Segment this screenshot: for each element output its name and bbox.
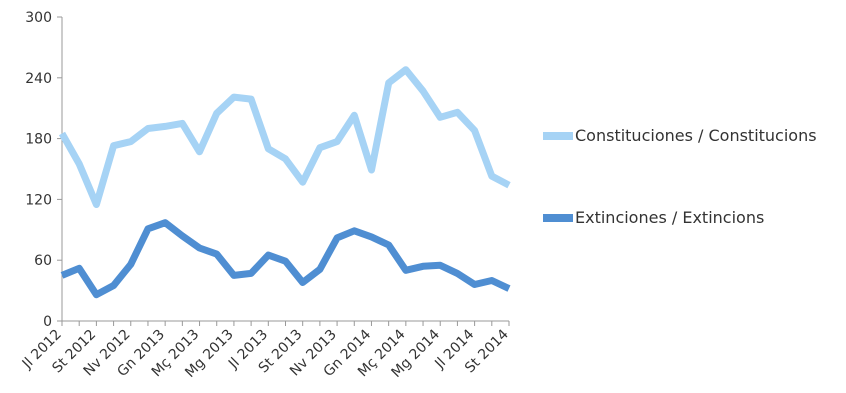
legend-entry-extinciones: Extinciones / Extincions — [543, 208, 764, 227]
legend-label-constituciones: Constituciones / Constitucions — [575, 126, 817, 145]
y-tick-label: 60 — [34, 253, 52, 269]
chart-axes — [57, 16, 510, 326]
y-tick-labels: 0 60 120 180 240 300 — [25, 10, 52, 330]
y-tick-label: 180 — [25, 132, 52, 148]
y-tick-label: 0 — [43, 314, 52, 330]
series-lines — [58, 66, 511, 299]
legend-entry-constituciones: Constituciones / Constitucions — [543, 126, 817, 145]
y-tick-label: 300 — [25, 10, 52, 26]
legend-swatch-extinciones — [543, 213, 573, 222]
series-line-1 — [60, 219, 511, 299]
legend-label-extinciones: Extinciones / Extincions — [575, 208, 765, 227]
y-tick-label: 240 — [25, 71, 52, 87]
legend-swatch-constituciones — [543, 131, 573, 140]
series-line-0 — [58, 66, 511, 208]
y-tick-label: 120 — [25, 192, 52, 208]
